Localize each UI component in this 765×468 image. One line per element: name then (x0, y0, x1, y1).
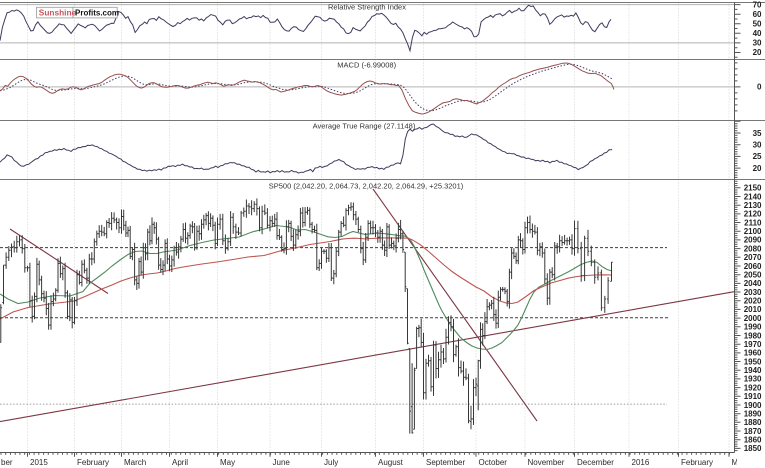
svg-text:March: March (732, 458, 754, 467)
svg-text:May: May (220, 458, 235, 467)
svg-text:1960: 1960 (744, 349, 762, 358)
svg-text:2020: 2020 (744, 297, 762, 306)
svg-text:July: July (324, 458, 338, 467)
svg-text:70: 70 (753, 0, 762, 9)
svg-text:1910: 1910 (744, 392, 762, 401)
svg-text:2150: 2150 (744, 184, 762, 193)
svg-text:December: December (577, 458, 614, 467)
svg-text:2010: 2010 (744, 305, 762, 314)
svg-text:2000: 2000 (744, 314, 762, 323)
svg-text:2030: 2030 (744, 288, 762, 297)
svg-text:February: February (681, 458, 713, 467)
svg-text:60: 60 (753, 10, 762, 19)
svg-text:50: 50 (753, 20, 762, 29)
svg-text:1880: 1880 (744, 418, 762, 427)
svg-text:February: February (77, 458, 109, 467)
svg-text:April: April (172, 458, 188, 467)
svg-text:2130: 2130 (744, 201, 762, 210)
svg-text:2080: 2080 (744, 244, 762, 253)
svg-text:2110: 2110 (744, 218, 762, 227)
svg-text:2040: 2040 (744, 279, 762, 288)
svg-text:Relative Strength Index: Relative Strength Index (328, 3, 406, 12)
svg-text:SP500 (2,042.20, 2,064.73, 2,0: SP500 (2,042.20, 2,064.73, 2,042.20, 2,0… (269, 181, 464, 190)
svg-text:2140: 2140 (744, 192, 762, 201)
svg-text:2090: 2090 (744, 236, 762, 245)
svg-text:1920: 1920 (744, 383, 762, 392)
svg-text:2100: 2100 (744, 227, 762, 236)
svg-text:1970: 1970 (744, 340, 762, 349)
svg-text:20: 20 (753, 48, 762, 57)
svg-text:ber: ber (1, 458, 13, 467)
svg-text:1950: 1950 (744, 357, 762, 366)
svg-text:MACD (-6.99008): MACD (-6.99008) (337, 61, 396, 70)
svg-text:30: 30 (753, 141, 762, 150)
svg-text:20: 20 (753, 164, 762, 173)
svg-text:Average True Range (27.1148): Average True Range (27.1148) (313, 122, 416, 131)
svg-text:2120: 2120 (744, 210, 762, 219)
svg-text:1930: 1930 (744, 375, 762, 384)
svg-text:2050: 2050 (744, 271, 762, 280)
svg-text:1990: 1990 (744, 323, 762, 332)
svg-text:March: March (124, 458, 146, 467)
svg-text:25: 25 (753, 152, 762, 161)
svg-text:June: June (273, 458, 291, 467)
svg-text:October: October (479, 458, 508, 467)
svg-text:Sunshine: Sunshine (39, 8, 77, 18)
svg-text:30: 30 (753, 39, 762, 48)
svg-text:0: 0 (757, 83, 762, 92)
svg-text:2016: 2016 (632, 458, 650, 467)
svg-text:2015: 2015 (30, 458, 48, 467)
svg-text:2060: 2060 (744, 262, 762, 271)
svg-text:1980: 1980 (744, 331, 762, 340)
svg-text:1900: 1900 (744, 401, 762, 410)
svg-text:2070: 2070 (744, 253, 762, 262)
svg-text:Profits.com: Profits.com (75, 9, 119, 18)
svg-text:November: November (528, 458, 565, 467)
svg-text:35: 35 (753, 129, 762, 138)
svg-text:1870: 1870 (744, 427, 762, 436)
svg-text:1850: 1850 (744, 444, 762, 453)
svg-text:1860: 1860 (744, 436, 762, 445)
svg-text:September: September (426, 458, 465, 467)
svg-text:1890: 1890 (744, 410, 762, 419)
svg-text:1940: 1940 (744, 366, 762, 375)
svg-text:August: August (378, 458, 404, 467)
svg-text:40: 40 (753, 29, 762, 38)
